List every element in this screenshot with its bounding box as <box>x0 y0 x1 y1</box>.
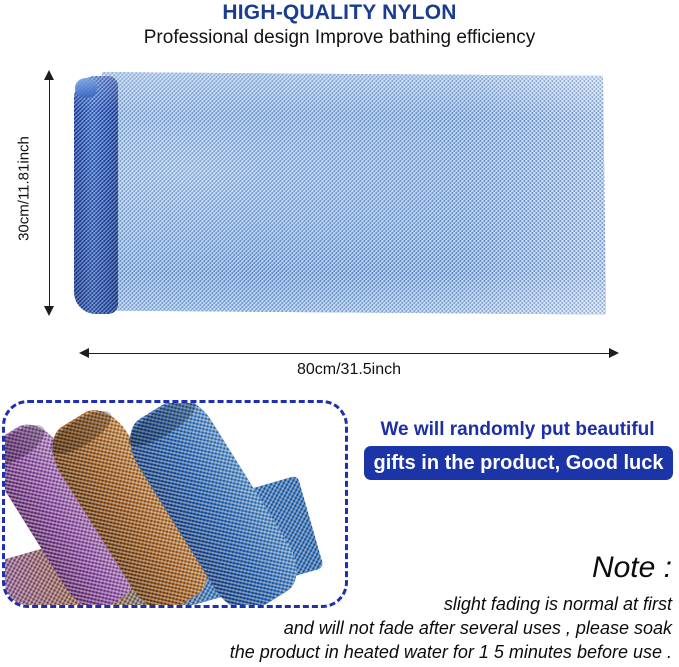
width-dimension-line <box>86 353 612 354</box>
arrow-right-icon <box>609 348 619 358</box>
promo-badge-label: gifts in the product, Good luck <box>373 452 664 474</box>
note-title: Note : <box>591 551 672 584</box>
product-variants-photo <box>2 400 348 608</box>
note-line: slight fading is normal at first <box>443 594 672 614</box>
note-line: and will not fade after several uses , p… <box>283 618 672 638</box>
arrow-up-icon <box>44 70 54 80</box>
promo-heading: We will randomly put beautiful <box>380 419 655 440</box>
note-line: the product in heated water for 1 5 minu… <box>229 642 672 662</box>
width-dimension-label: 80cm/31.5inch <box>296 361 402 378</box>
mesh-rolled-edge <box>74 76 118 314</box>
arrow-down-icon <box>44 306 54 316</box>
page-title: HIGH-QUALITY NYLON <box>222 1 457 24</box>
page-subtitle: Professional design Improve bathing effi… <box>143 27 536 48</box>
height-dimension-label: 30cm/11.81inch <box>15 136 33 241</box>
arrow-left-icon <box>79 348 89 358</box>
height-dimension-line <box>49 74 50 314</box>
roll-end-cap <box>75 78 97 98</box>
promo-badge: gifts in the product, Good luck <box>364 446 673 480</box>
hero-product-image <box>74 72 606 317</box>
mesh-fabric-surface <box>102 72 606 315</box>
